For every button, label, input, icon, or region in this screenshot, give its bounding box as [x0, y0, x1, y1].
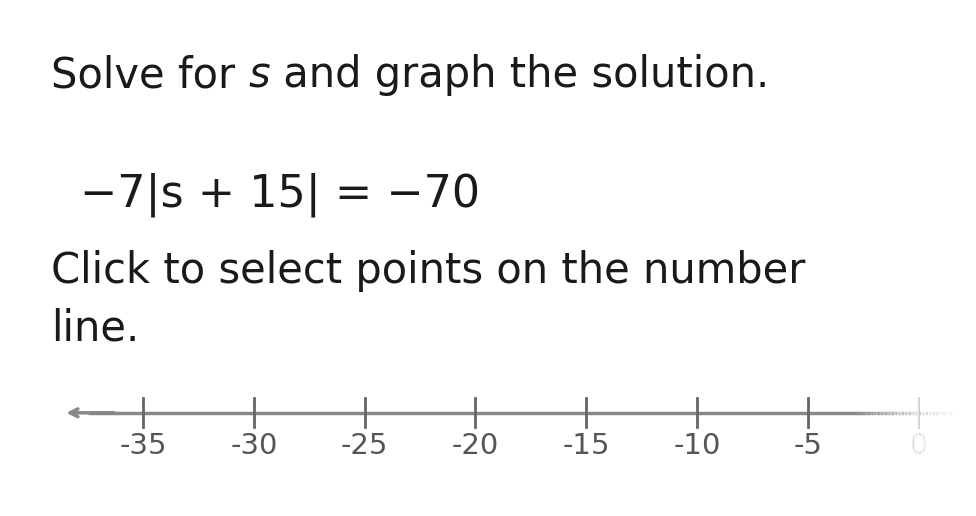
Bar [894, 361, 898, 464]
Bar [911, 361, 915, 464]
Bar [880, 361, 884, 464]
Bar [945, 361, 949, 464]
Text: -20: -20 [452, 432, 499, 460]
Bar [924, 361, 928, 464]
Bar [935, 361, 939, 464]
Bar [870, 361, 874, 464]
Bar [921, 361, 925, 464]
Bar [931, 361, 935, 464]
Text: -15: -15 [562, 432, 610, 460]
Bar [859, 361, 864, 464]
Text: -5: -5 [793, 432, 822, 460]
Bar [863, 361, 867, 464]
Text: s: s [248, 54, 269, 96]
Text: -10: -10 [673, 432, 720, 460]
Text: -30: -30 [230, 432, 277, 460]
Text: −7|s + 15| = −70: −7|s + 15| = −70 [80, 173, 480, 217]
Bar [867, 361, 871, 464]
Text: Solve for: Solve for [51, 54, 248, 96]
Bar [856, 361, 861, 464]
Text: -25: -25 [341, 432, 388, 460]
Text: -35: -35 [119, 432, 167, 460]
Text: and graph the solution.: and graph the solution. [269, 54, 769, 96]
Bar [849, 361, 853, 464]
Bar [938, 361, 942, 464]
Bar [897, 361, 902, 464]
Bar [853, 361, 857, 464]
Bar [949, 361, 953, 464]
Bar [887, 361, 891, 464]
Bar [941, 361, 946, 464]
Bar [883, 361, 888, 464]
Bar [914, 361, 918, 464]
Bar [901, 361, 905, 464]
Bar [876, 361, 880, 464]
Bar [917, 361, 921, 464]
Bar [890, 361, 895, 464]
Text: Click to select points on the number
line.: Click to select points on the number lin… [51, 250, 805, 349]
Bar [908, 361, 912, 464]
Bar [904, 361, 908, 464]
Bar [927, 361, 932, 464]
Bar [873, 361, 877, 464]
Text: 0: 0 [910, 432, 927, 460]
